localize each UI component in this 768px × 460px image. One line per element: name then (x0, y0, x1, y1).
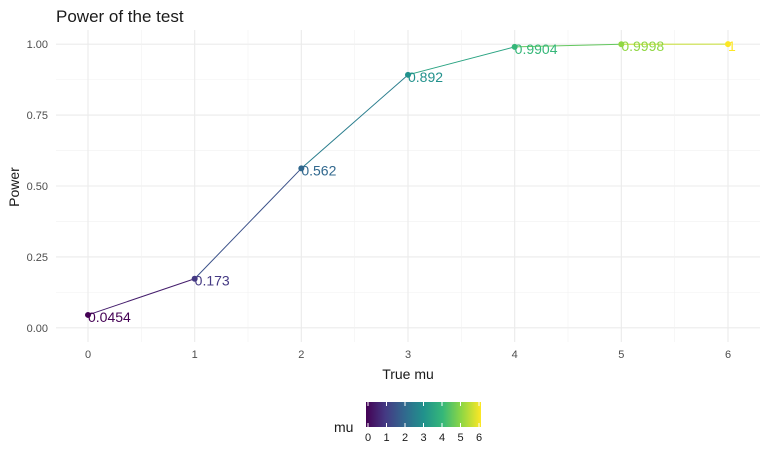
y-tick-label: 1.00 (27, 39, 48, 51)
line-segment (514, 43, 622, 48)
data-point (298, 165, 305, 172)
data-labels: 0.0454 0.173 0.562 0.892 0.9904 0.9998 1 (88, 38, 736, 325)
x-axis-ticks: 0 1 2 3 4 5 6 (85, 349, 731, 361)
y-tick-label: 0.25 (27, 252, 48, 264)
x-tick-label: 2 (298, 349, 304, 361)
legend-title: mu (334, 419, 353, 435)
data-point (191, 275, 198, 282)
y-axis-ticks: 0.00 0.25 0.50 0.75 1.00 (27, 39, 48, 335)
legend-tick-label: 5 (457, 432, 463, 444)
x-tick-label: 1 (192, 349, 198, 361)
y-tick-label: 0.50 (27, 181, 48, 193)
y-axis-title: Power (6, 167, 22, 207)
legend-tick-label: 6 (476, 432, 482, 444)
legend-tick-label: 1 (383, 432, 389, 444)
series-points (85, 41, 731, 318)
x-tick-label: 3 (405, 349, 411, 361)
data-point (725, 41, 731, 48)
x-tick-label: 6 (725, 349, 731, 361)
line-segment (301, 74, 409, 169)
data-point (511, 43, 518, 50)
x-axis-title: True mu (382, 366, 434, 382)
data-label: 0.892 (408, 69, 443, 85)
series-line (87, 43, 729, 316)
data-point (405, 71, 411, 78)
legend-tick-label: 3 (420, 432, 426, 444)
line-segment (407, 46, 515, 76)
chart-title: Power of the test (56, 7, 184, 26)
x-tick-label: 4 (512, 349, 518, 361)
data-point (85, 311, 91, 318)
data-label: 0.9904 (515, 41, 558, 57)
data-label: 0.9998 (621, 38, 664, 54)
line-segment (194, 168, 302, 280)
legend-colorbar (366, 402, 481, 427)
legend-tick-label: 4 (439, 432, 445, 444)
data-label: 1 (728, 38, 736, 54)
legend-tick-label: 2 (402, 432, 408, 444)
y-tick-label: 0.75 (27, 110, 48, 122)
legend-tick-label: 0 (365, 432, 371, 444)
x-tick-label: 0 (85, 349, 91, 361)
grid (56, 30, 760, 342)
x-tick-label: 5 (618, 349, 624, 361)
data-label: 0.562 (301, 162, 336, 178)
data-label: 0.173 (195, 273, 230, 289)
data-point (618, 41, 625, 48)
data-label: 0.0454 (88, 309, 131, 325)
y-tick-label: 0.00 (27, 323, 48, 335)
line-segment (87, 278, 195, 316)
